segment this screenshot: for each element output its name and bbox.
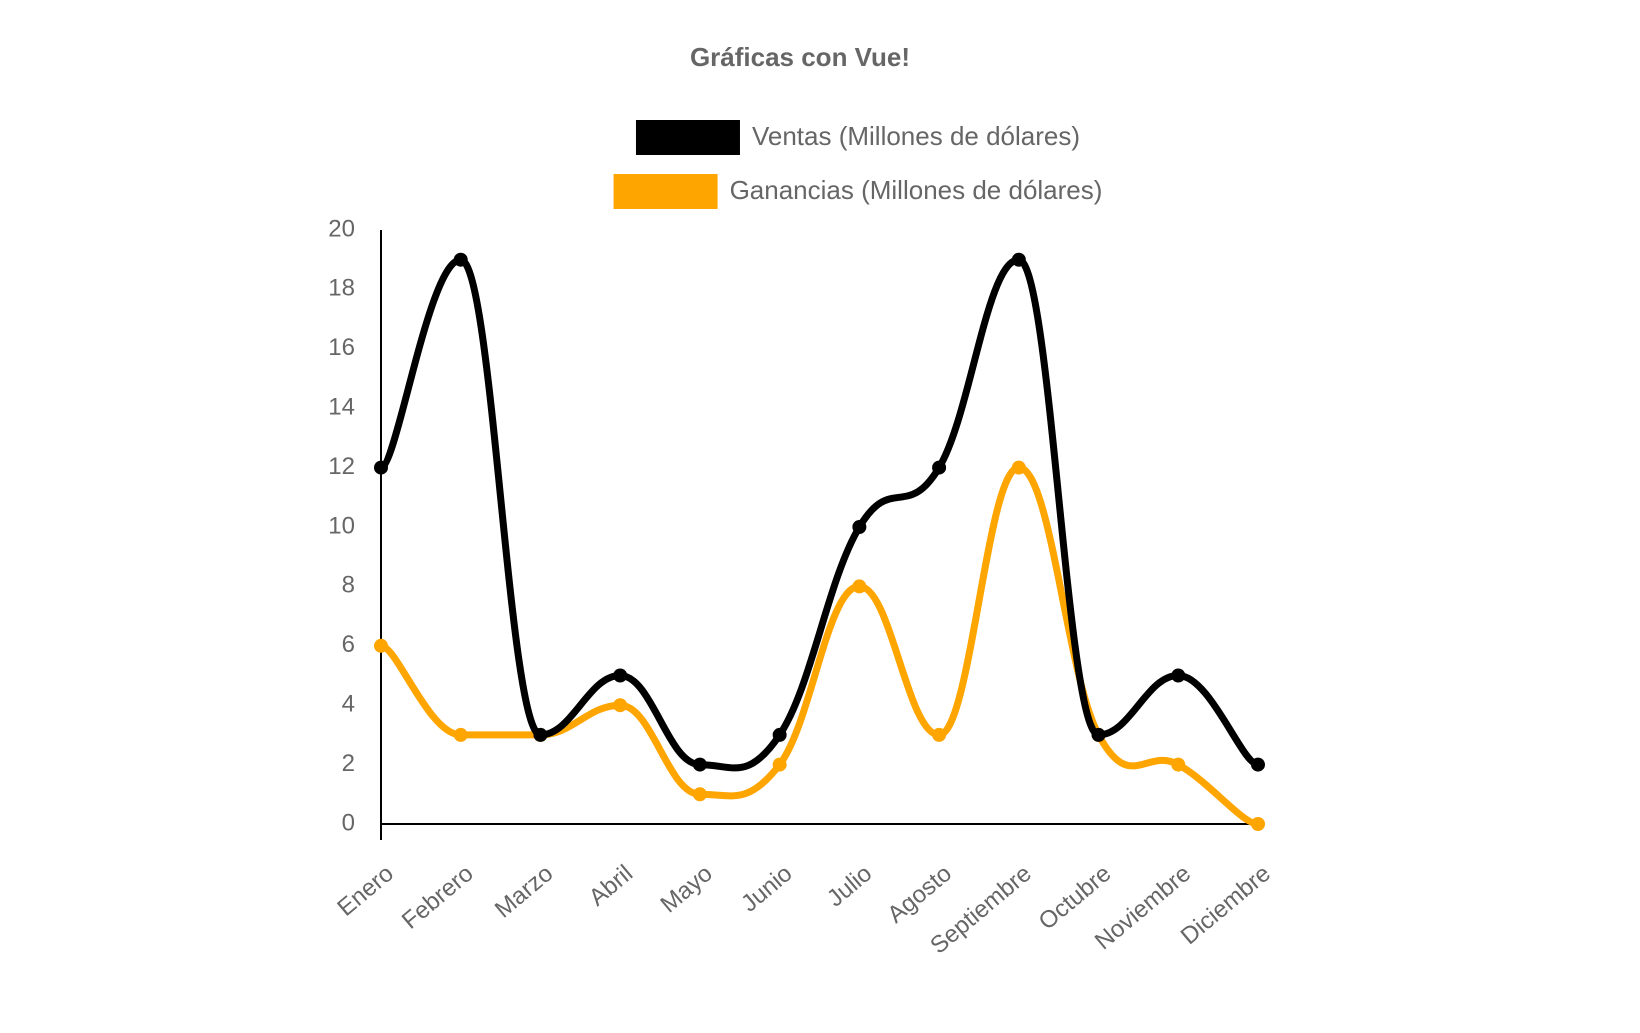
y-tick-label: 8 [342,572,355,599]
data-point[interactable] [692,757,707,772]
x-tick-label: Abril [584,860,638,912]
y-tick-label: 16 [328,334,355,361]
x-tick-label: Enero [332,860,398,922]
y-tick-label: 20 [328,215,355,242]
legend-swatch [613,174,718,209]
data-point[interactable] [1091,727,1106,742]
y-tick-label: 2 [342,750,355,777]
y-tick-label: 0 [342,809,355,836]
data-point[interactable] [1011,460,1026,475]
legend-label: Ganancias (Millones de dólares) [730,175,1103,205]
data-point[interactable] [692,787,707,802]
y-tick-label: 14 [328,394,355,421]
data-point[interactable] [533,727,548,742]
x-tick-label: Julio [822,860,877,912]
legend-label: Ventas (Millones de dólares) [752,121,1080,151]
y-tick-label: 10 [328,512,355,539]
data-point[interactable] [613,698,628,713]
y-tick-label: 12 [328,453,355,480]
data-point[interactable] [1011,252,1026,267]
data-point[interactable] [1171,668,1186,683]
data-point[interactable] [1171,757,1186,772]
data-point[interactable] [852,520,867,534]
data-point[interactable] [613,668,628,683]
series-line [377,256,1262,772]
data-point[interactable] [1251,817,1265,831]
x-tick-label: Febrero [397,860,479,935]
y-tick-label: 6 [342,631,355,658]
data-point[interactable] [932,460,947,475]
series-layer [374,252,1265,831]
x-tick-label: Junio [736,860,797,918]
x-tick-label: Marzo [490,860,558,924]
x-tick-label: Mayo [655,860,717,918]
y-tick-label: 4 [342,691,355,718]
series-line [377,464,1262,828]
y-tick-label: 18 [328,275,355,302]
x-tick-label: Diciembre [1176,860,1276,950]
data-point[interactable] [772,727,787,742]
data-point[interactable] [772,757,787,772]
chart-title: Gráficas con Vue! [690,42,910,72]
legend-swatch [635,120,740,155]
data-point[interactable] [1251,757,1265,772]
series-ganancias [374,460,1265,831]
data-point[interactable] [453,727,468,742]
series-ventas [374,252,1265,772]
data-point[interactable] [374,638,388,653]
data-point[interactable] [374,460,388,475]
data-point[interactable] [453,252,468,267]
data-point[interactable] [932,727,947,742]
legend: Ventas (Millones de dólares) Ganancias (M… [613,120,1103,209]
data-point[interactable] [852,579,867,594]
x-tick-label: Agosto [882,860,957,929]
